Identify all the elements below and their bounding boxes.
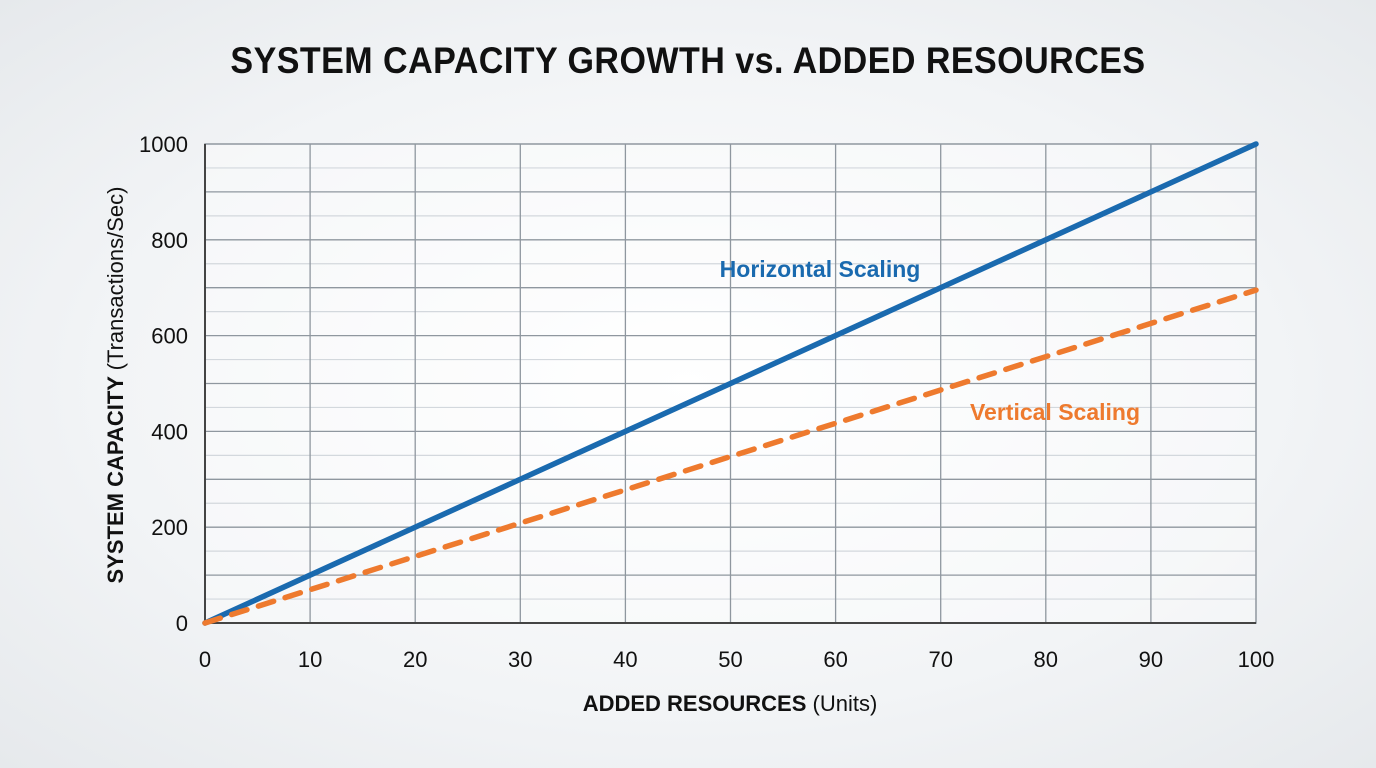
- x-tick-label: 60: [823, 647, 847, 672]
- x-axis-label: ADDED RESOURCES (Units): [583, 691, 878, 716]
- x-tick-label: 70: [928, 647, 952, 672]
- x-tick-label: 30: [508, 647, 532, 672]
- x-tick-label: 80: [1034, 647, 1058, 672]
- x-tick-label: 20: [403, 647, 427, 672]
- x-tick-label: 10: [298, 647, 322, 672]
- series-line-horizontal-scaling: [202, 141, 1259, 626]
- y-tick-label: 1000: [139, 132, 188, 157]
- chart-title: SYSTEM CAPACITY GROWTH vs. ADDED RESOURC…: [230, 40, 1146, 81]
- y-axis-label-bold: SYSTEM CAPACITY: [103, 370, 128, 583]
- x-tick-label: 0: [199, 647, 211, 672]
- x-tick-label: 90: [1139, 647, 1163, 672]
- y-tick-label: 600: [151, 324, 188, 349]
- x-tick-label: 50: [718, 647, 742, 672]
- y-tick-label: 0: [176, 611, 188, 636]
- y-tick-label: 400: [151, 419, 188, 444]
- y-axis-label: SYSTEM CAPACITY (Transactions/Sec): [103, 187, 128, 584]
- y-tick-label: 200: [151, 515, 188, 540]
- series-line-vertical-scaling: [202, 287, 1259, 626]
- series-label: Horizontal Scaling: [720, 256, 921, 282]
- x-axis-label-unit: (Units): [813, 691, 878, 716]
- x-tick-label: 100: [1238, 647, 1275, 672]
- x-axis-label-bold: ADDED RESOURCES: [583, 691, 813, 716]
- series-label: Vertical Scaling: [970, 399, 1140, 425]
- y-tick-label: 800: [151, 228, 188, 253]
- x-tick-label: 40: [613, 647, 637, 672]
- y-axis-label-unit: (Transactions/Sec): [103, 187, 128, 371]
